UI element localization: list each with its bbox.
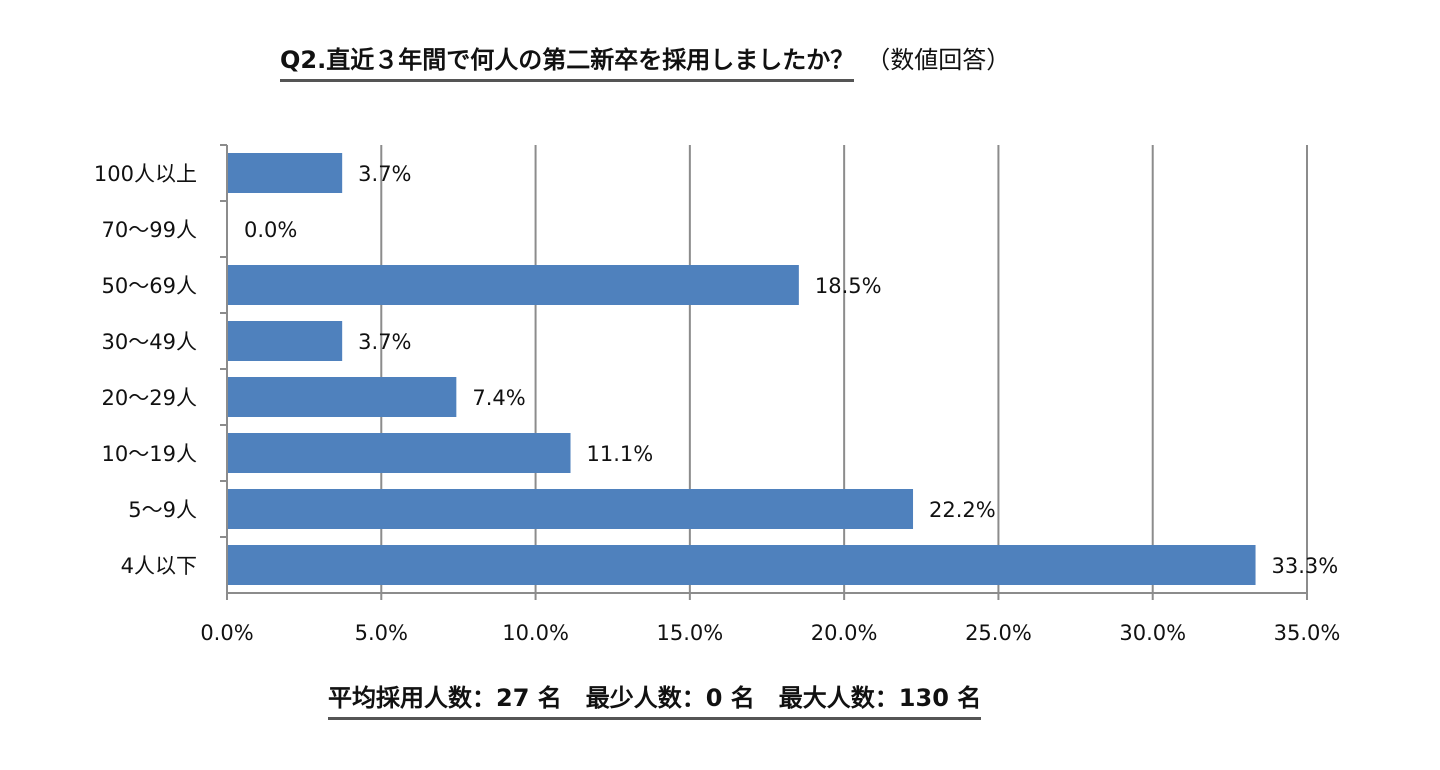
data-label: 11.1% — [587, 442, 654, 466]
data-label: 22.2% — [929, 498, 996, 522]
x-tick-label: 15.0% — [656, 621, 723, 645]
category-label: 20～29人 — [102, 386, 197, 410]
data-label: 3.7% — [358, 162, 411, 186]
data-label: 33.3% — [1272, 554, 1339, 578]
bar — [228, 377, 457, 417]
chart-title-block: Q2.直近３年間で何人の第二新卒を採用しましたか？ （数値回答） — [280, 40, 1010, 82]
x-tick-label: 35.0% — [1274, 621, 1341, 645]
category-label: 4人以下 — [121, 554, 197, 578]
x-tick-label: 0.0% — [200, 621, 253, 645]
x-tick-label: 30.0% — [1119, 621, 1186, 645]
data-label: 18.5% — [815, 274, 882, 298]
bar — [228, 321, 343, 361]
data-label: 0.0% — [244, 218, 297, 242]
category-label: 70～99人 — [102, 218, 197, 242]
bar — [228, 545, 1256, 585]
category-label: 5～9人 — [128, 498, 197, 522]
bar — [228, 265, 799, 305]
x-tick-label: 25.0% — [965, 621, 1032, 645]
category-label: 100人以上 — [94, 162, 197, 186]
x-tick-label: 5.0% — [355, 621, 408, 645]
category-label: 50～69人 — [102, 274, 197, 298]
category-label: 30～49人 — [102, 330, 197, 354]
bar — [228, 433, 571, 473]
bar — [228, 153, 343, 193]
data-label: 3.7% — [358, 330, 411, 354]
chart-subtitle: （数値回答） — [866, 46, 1011, 74]
bar — [228, 489, 914, 529]
chart-title: Q2.直近３年間で何人の第二新卒を採用しましたか？ — [280, 40, 855, 82]
x-tick-label: 20.0% — [811, 621, 878, 645]
summary-footer: 平均採用人数：27 名 最少人数：0 名 最大人数：130 名 — [328, 678, 982, 720]
data-label: 7.4% — [472, 386, 525, 410]
category-label: 10～19人 — [102, 442, 197, 466]
x-tick-label: 10.0% — [502, 621, 569, 645]
